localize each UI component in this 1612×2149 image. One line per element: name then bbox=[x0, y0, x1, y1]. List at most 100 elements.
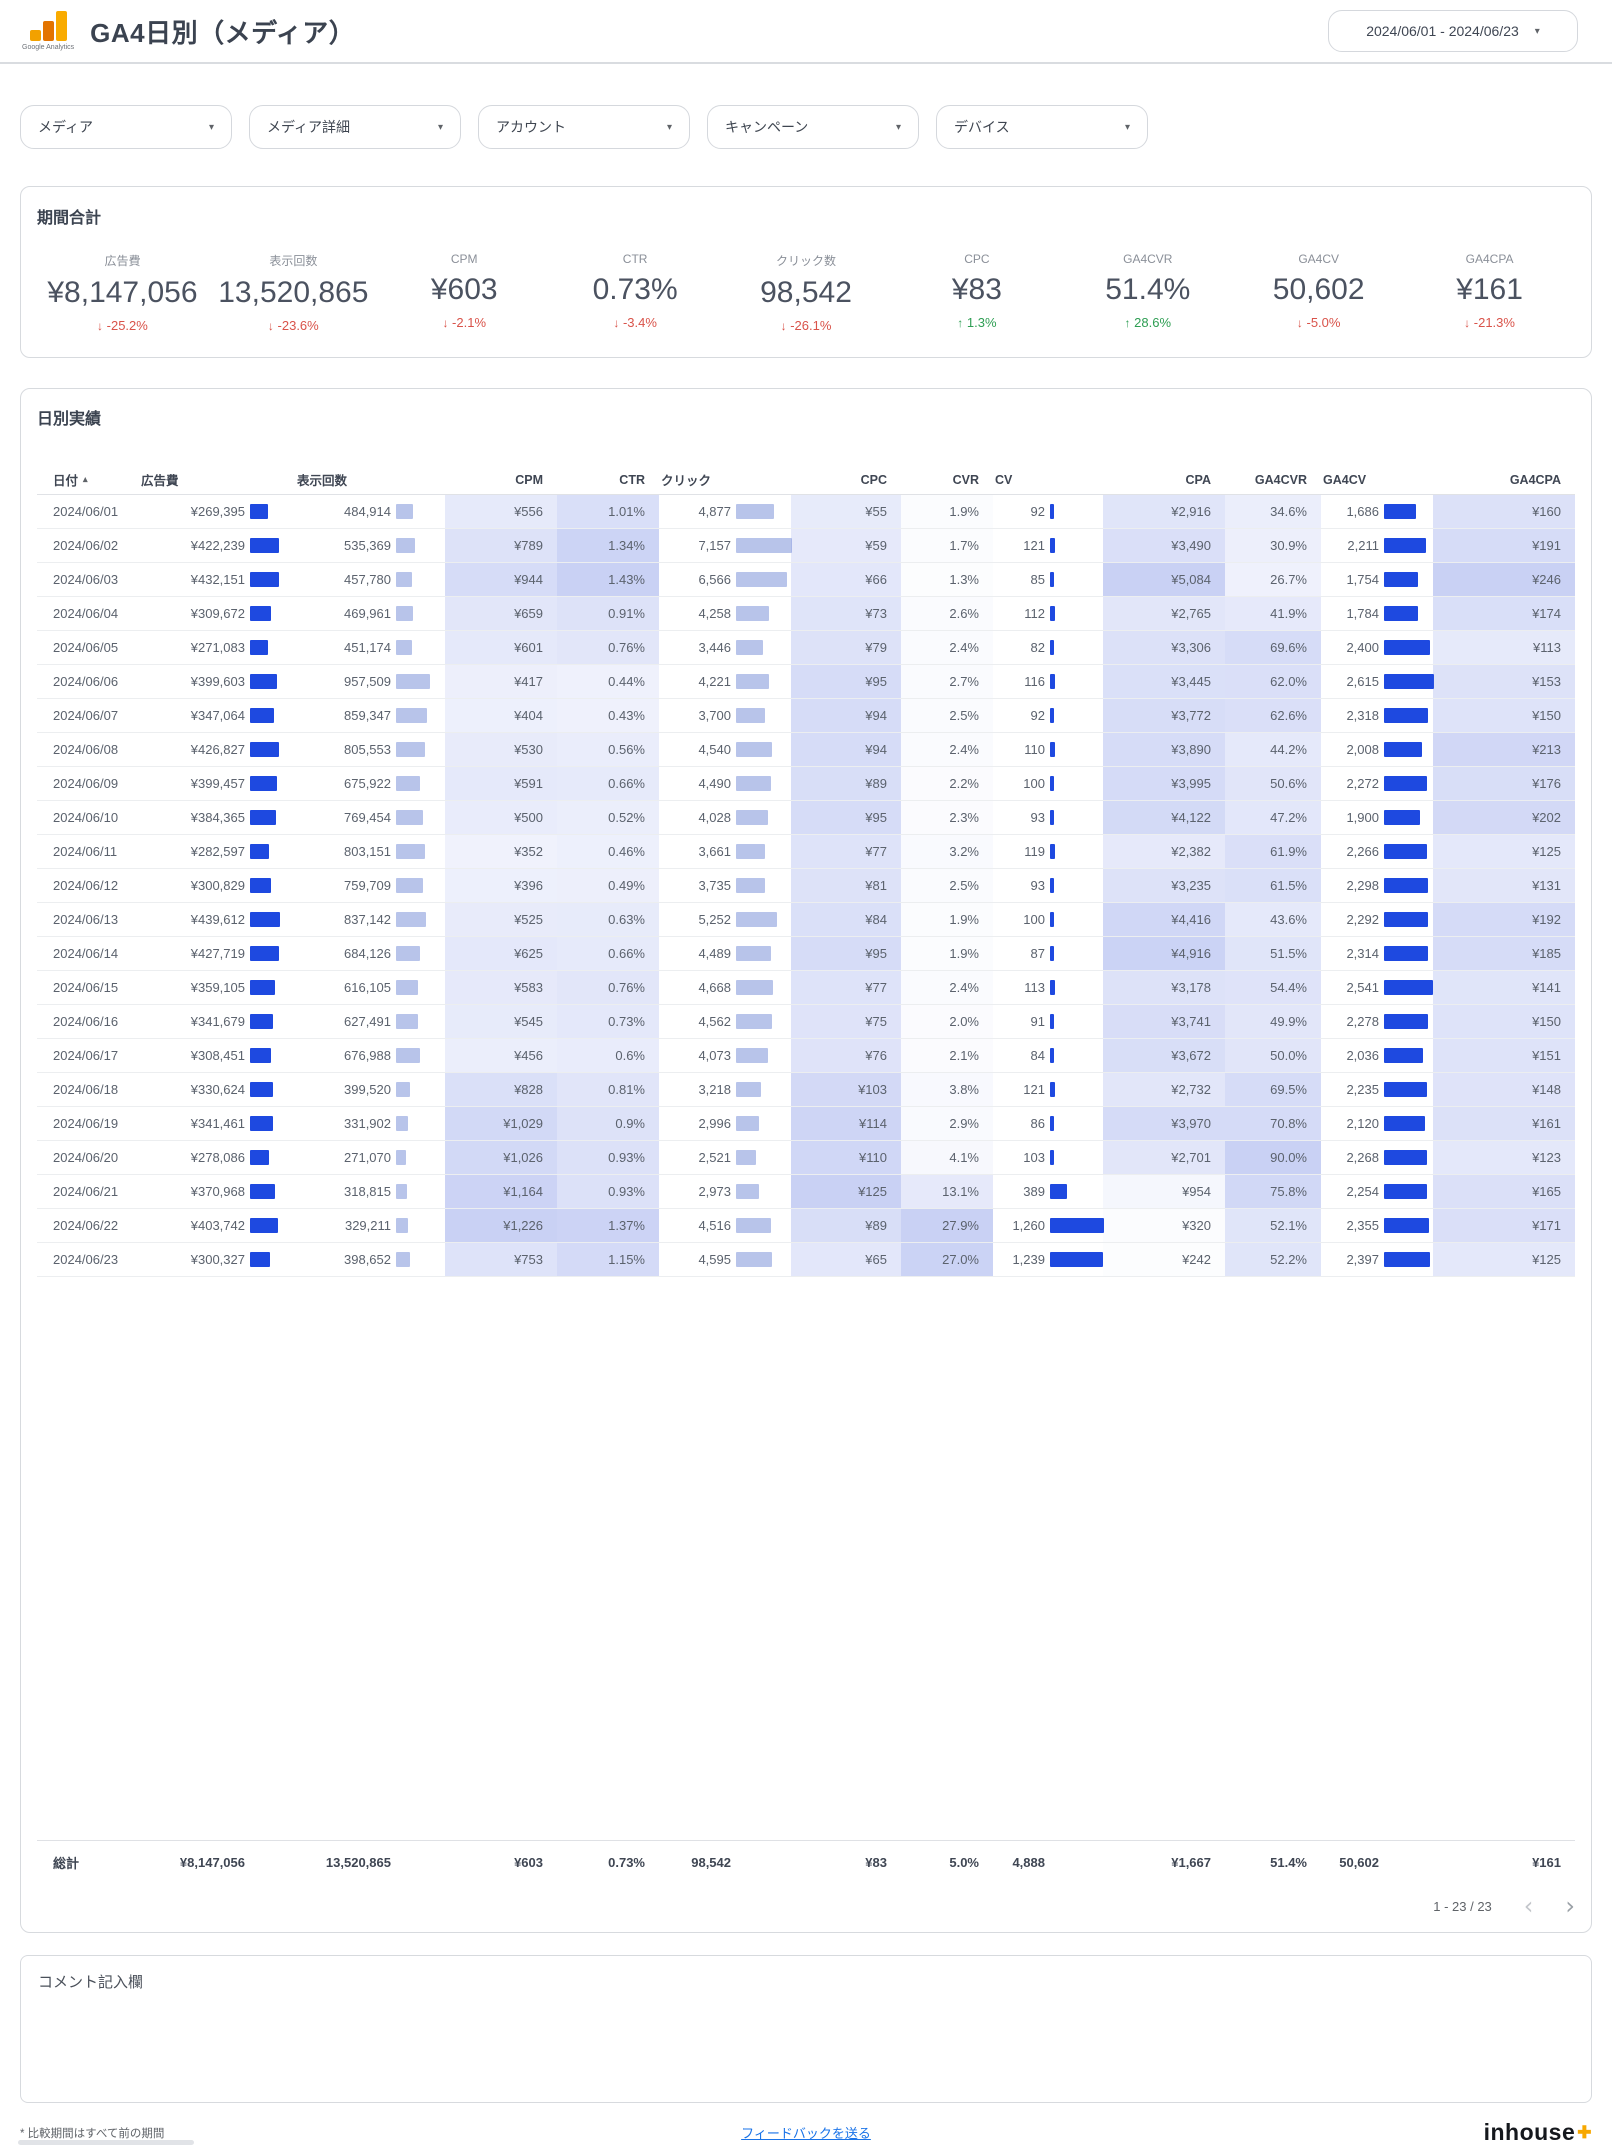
cell-cv: 121 bbox=[993, 529, 1103, 562]
cell-clicks: 4,562 bbox=[659, 1005, 791, 1038]
cell-cvr: 2.3% bbox=[901, 801, 993, 834]
data-bar bbox=[250, 606, 271, 621]
data-bar bbox=[1384, 776, 1427, 791]
filter-account[interactable]: アカウント ▾ bbox=[478, 105, 690, 149]
cell-value: ¥300,327 bbox=[190, 1252, 245, 1267]
column-header-ctr[interactable]: CTR bbox=[619, 472, 645, 487]
kpi-label: GA4CPA bbox=[1465, 252, 1514, 266]
kpi-ga4cv: GA4CV 50,602 ↓ -5.0% bbox=[1233, 252, 1404, 333]
data-bar-slot bbox=[1045, 980, 1103, 995]
cell-impressions: 759,709 bbox=[295, 869, 445, 902]
cell-cpm: ¥1,164 bbox=[445, 1175, 557, 1208]
column-header-cvr[interactable]: CVR bbox=[952, 472, 979, 487]
cell-value: ¥427,719 bbox=[190, 946, 245, 961]
cell-value: 110 bbox=[1024, 742, 1045, 757]
data-bar bbox=[1050, 1014, 1054, 1029]
cell-clicks: 5,252 bbox=[659, 903, 791, 936]
filter-campaign[interactable]: キャンペーン ▾ bbox=[707, 105, 919, 149]
column-header-cpm[interactable]: CPM bbox=[515, 472, 543, 487]
cell-clicks: 4,258 bbox=[659, 597, 791, 630]
cell-value: 5,252 bbox=[698, 912, 731, 927]
cell-value: 4,258 bbox=[698, 606, 731, 621]
cell-ga4cv: 2,318 bbox=[1321, 699, 1433, 732]
cell-cpm: ¥659 bbox=[445, 597, 557, 630]
cell-cvr: 2.1% bbox=[901, 1039, 993, 1072]
data-bar bbox=[250, 810, 276, 825]
data-bar-slot bbox=[245, 1252, 295, 1267]
column-header-date[interactable]: 日付 ▴ bbox=[53, 474, 88, 488]
column-header-cpa[interactable]: CPA bbox=[1185, 472, 1211, 487]
column-header-ga4cv[interactable]: GA4CV bbox=[1323, 472, 1367, 487]
cell-value: 331,902 bbox=[344, 1116, 391, 1131]
cell-date: 2024/06/23 bbox=[53, 1252, 119, 1267]
cell-cpm: ¥753 bbox=[445, 1243, 557, 1276]
column-header-cv[interactable]: CV bbox=[995, 472, 1013, 487]
cell-cvr: 2.4% bbox=[901, 971, 993, 1004]
column-header-ga4cpa[interactable]: GA4CPA bbox=[1509, 472, 1561, 487]
data-bar-slot bbox=[245, 1184, 295, 1199]
column-header-clicks[interactable]: クリック bbox=[661, 474, 712, 488]
cell-ga4cvr: 47.2% bbox=[1225, 801, 1321, 834]
data-bar bbox=[1050, 572, 1054, 587]
cell-spend: ¥399,603 bbox=[139, 665, 295, 698]
previous-page-icon[interactable]: ‹ bbox=[1523, 1892, 1534, 1920]
column-header-cpc[interactable]: CPC bbox=[860, 472, 887, 487]
horizontal-scrollbar[interactable] bbox=[18, 2140, 194, 2145]
data-bar bbox=[1384, 504, 1416, 519]
column-header-ga4cvr[interactable]: GA4CVR bbox=[1254, 472, 1307, 487]
cell-cvr: 2.9% bbox=[901, 1107, 993, 1140]
send-feedback-link[interactable]: フィードバックを送る bbox=[741, 2126, 871, 2141]
ga-bars-icon bbox=[29, 11, 67, 41]
cell-cvr: 2.5% bbox=[901, 869, 993, 902]
cell-ctr: 1.01% bbox=[557, 495, 659, 528]
cell-ga4cvr: 50.0% bbox=[1225, 1039, 1321, 1072]
cell-value: 2,266 bbox=[1346, 844, 1379, 859]
data-bar bbox=[736, 1150, 756, 1165]
data-bar bbox=[1384, 674, 1434, 689]
cell-value: 13,520,865 bbox=[325, 1855, 391, 1870]
cell-ctr: 0.76% bbox=[557, 631, 659, 664]
cell-cpm: ¥625 bbox=[445, 937, 557, 970]
cell-value: 3,446 bbox=[698, 640, 731, 655]
cell-cvr: 2.6% bbox=[901, 597, 993, 630]
data-bar-slot bbox=[391, 1082, 445, 1097]
cell-cpa: ¥3,235 bbox=[1103, 869, 1225, 902]
data-bar-slot bbox=[1379, 776, 1433, 791]
cell-ga4cv: 2,036 bbox=[1321, 1039, 1433, 1072]
filter-media[interactable]: メディア ▾ bbox=[20, 105, 232, 149]
filter-device[interactable]: デバイス ▾ bbox=[936, 105, 1148, 149]
cell-value: 98,542 bbox=[691, 1855, 731, 1870]
column-header-impressions[interactable]: 表示回数 bbox=[297, 474, 348, 488]
cell-clicks: 3,661 bbox=[659, 835, 791, 868]
cell-value: 1,260 bbox=[1012, 1218, 1045, 1233]
cell-clicks: 3,700 bbox=[659, 699, 791, 732]
cell-cv: 1,239 bbox=[993, 1243, 1103, 1276]
column-header-spend[interactable]: 広告費 bbox=[141, 474, 179, 488]
cell-value: 3,661 bbox=[698, 844, 731, 859]
cell-impressions: 331,902 bbox=[295, 1107, 445, 1140]
cell-date: 2024/06/02 bbox=[53, 538, 119, 553]
cell-value: 759,709 bbox=[344, 878, 391, 893]
data-bar-slot bbox=[391, 878, 445, 893]
cell-spend: ¥309,672 bbox=[139, 597, 295, 630]
data-bar-slot bbox=[245, 708, 295, 723]
cell-cv: 93 bbox=[993, 801, 1103, 834]
comment-box[interactable]: コメント記入欄 bbox=[20, 1955, 1592, 2103]
cell-value: 2,541 bbox=[1346, 980, 1379, 995]
cell-impressions: 399,520 bbox=[295, 1073, 445, 1106]
next-page-icon[interactable]: › bbox=[1565, 1892, 1575, 1920]
cell-value: 957,509 bbox=[344, 674, 391, 689]
data-bar bbox=[1050, 606, 1055, 621]
cell-ga4cv: 1,686 bbox=[1321, 495, 1433, 528]
data-bar-slot bbox=[1045, 640, 1103, 655]
data-bar-slot bbox=[1045, 912, 1103, 927]
data-bar bbox=[1050, 776, 1054, 791]
kpi-delta: ↓ -21.3% bbox=[1404, 315, 1575, 330]
cell-value: 1,754 bbox=[1346, 572, 1379, 587]
filter-media-detail[interactable]: メディア詳細 ▾ bbox=[249, 105, 461, 149]
cell-date: 2024/06/20 bbox=[53, 1150, 119, 1165]
date-range-picker[interactable]: 2024/06/01 - 2024/06/23 ▾ bbox=[1328, 10, 1578, 52]
cell-ga4cvr: 49.9% bbox=[1225, 1005, 1321, 1038]
filter-label: メディア bbox=[38, 119, 94, 135]
